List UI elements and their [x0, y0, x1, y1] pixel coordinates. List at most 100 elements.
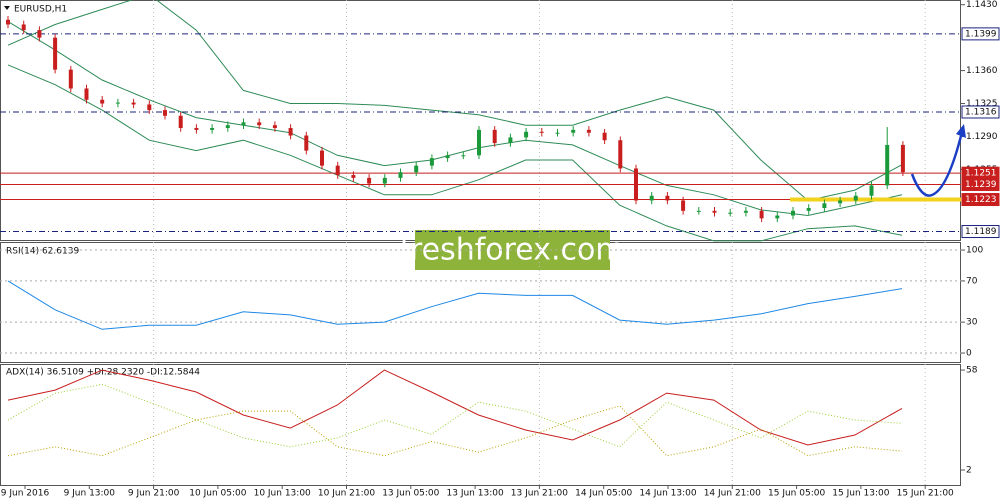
candle-body	[398, 172, 403, 178]
candle-body	[288, 128, 293, 136]
candle-body	[806, 208, 811, 211]
candle-body	[759, 210, 764, 219]
x-tick-label: 13 Jun 13:00	[447, 489, 504, 499]
level-label-box	[961, 225, 1000, 239]
candle-body	[147, 104, 152, 111]
candle-body	[524, 131, 529, 138]
y-tick-label: 1.1290	[966, 132, 998, 142]
y-tick-label: 70	[966, 276, 978, 286]
candle-body	[210, 128, 215, 130]
x-tick-label: 14 Jun 21:00	[704, 489, 761, 499]
candle-body	[634, 168, 638, 201]
level-label: 1.1316	[965, 108, 997, 118]
x-tick-label: 15 Jun 05:00	[768, 489, 825, 499]
y-tick-label: 58	[966, 366, 978, 376]
y-tick-label: 0	[966, 349, 972, 359]
x-tick-label: 14 Jun 13:00	[639, 489, 696, 499]
candle-body	[429, 158, 434, 166]
rsi-title: RSI(14) 62.6139	[6, 247, 79, 257]
candle-body	[53, 37, 58, 70]
candle-body	[838, 200, 843, 204]
candle-body	[115, 102, 120, 104]
series-line	[7, 280, 903, 330]
level-label-box	[961, 27, 1000, 41]
series-line	[7, 369, 903, 446]
series-line	[7, 64, 903, 242]
candle-body	[382, 177, 387, 184]
candle-body	[68, 69, 73, 89]
forecast-arrow	[910, 124, 966, 197]
candle-body	[665, 195, 670, 201]
series-line	[7, 383, 903, 448]
candle-body	[539, 131, 544, 133]
y-tick-label: 1.1430	[966, 0, 998, 10]
candle-body	[351, 175, 356, 178]
candle-body	[21, 24, 26, 31]
candle-body	[791, 210, 795, 216]
x-tick-label: 10 Jun 05:00	[189, 489, 246, 499]
x-tick-label: 9 Jun 21:00	[128, 489, 180, 499]
adx-panel	[0, 364, 961, 486]
candle-body	[37, 30, 42, 38]
menu-triangle	[4, 6, 10, 10]
candle-body	[602, 132, 607, 141]
candle-body	[775, 215, 780, 219]
candle-body	[257, 122, 262, 126]
x-tick-label: 9 Jun 2016	[1, 489, 50, 499]
candle-body	[681, 200, 686, 211]
candle-body	[194, 128, 199, 130]
x-tick-label: 15 Jun 21:00	[897, 489, 954, 499]
candle-body	[241, 122, 246, 126]
level-label-box	[961, 177, 1000, 191]
candle-body	[822, 203, 827, 208]
candle-body	[178, 115, 183, 128]
level-label-box	[961, 105, 1000, 119]
level-label: 1.1251	[965, 169, 997, 179]
candle-body	[571, 129, 576, 133]
level-label-box	[961, 193, 1000, 207]
candle-body	[555, 132, 560, 134]
candle-body	[885, 144, 890, 186]
main-title: EURUSD,H1	[14, 5, 67, 15]
candle-body	[492, 129, 497, 144]
x-tick-label: 13 Jun 05:00	[382, 489, 439, 499]
level-label: 1.1223	[965, 195, 997, 205]
x-tick-label: 15 Jun 13:00	[832, 489, 889, 499]
candle-body	[900, 144, 905, 173]
y-tick-label: 100	[966, 246, 983, 256]
candle-body	[618, 140, 623, 169]
adx-title: ADX(14) 36.5109 +DI:28.2320 -DI:12.5844	[6, 368, 200, 378]
level-label: 1.1239	[965, 180, 997, 190]
candle-body	[414, 165, 419, 173]
level-label: 1.1189	[965, 227, 997, 237]
candle-body	[131, 102, 136, 105]
y-tick-label: 2	[966, 466, 972, 476]
watermark-box	[415, 230, 610, 270]
candle-body	[869, 185, 874, 196]
candle-body	[728, 212, 733, 214]
candle-body	[84, 88, 89, 100]
x-tick-label: 9 Jun 13:00	[64, 489, 116, 499]
candle-body	[335, 165, 340, 176]
candle-body	[225, 125, 230, 128]
series-line	[7, 21, 903, 217]
candle-body	[696, 210, 701, 212]
arrow-head	[956, 124, 966, 138]
candle-body	[100, 99, 105, 104]
candle-body	[508, 137, 513, 144]
candle-body	[712, 210, 717, 213]
candle-body	[445, 155, 450, 159]
level-label: 1.1399	[965, 29, 997, 39]
y-tick-label: 30	[966, 318, 978, 328]
candle-body	[461, 155, 466, 157]
candle-body	[853, 195, 858, 201]
candle-body	[743, 210, 748, 213]
x-tick-label: 13 Jun 21:00	[511, 489, 568, 499]
candle-body	[367, 177, 372, 184]
x-tick-label: 14 Jun 05:00	[575, 489, 632, 499]
y-tick-label: 1.1360	[966, 66, 998, 76]
y-tick-label: 1.1325	[966, 99, 998, 109]
candle-body	[586, 129, 591, 133]
arrow-path	[910, 131, 964, 197]
